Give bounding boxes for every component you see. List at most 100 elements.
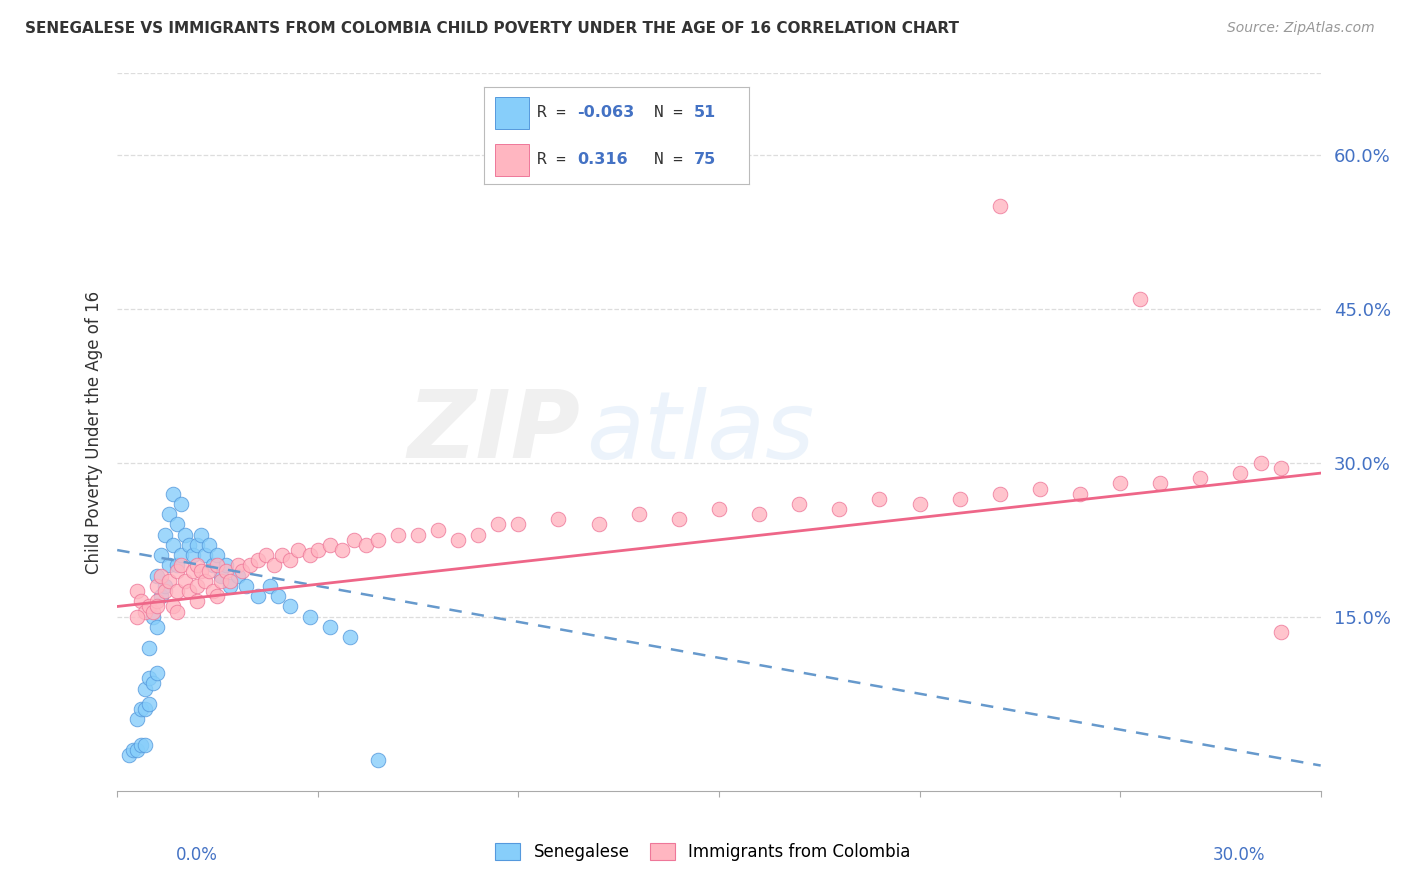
Point — [828, 502, 851, 516]
Point — [170, 497, 193, 511]
Point — [949, 491, 972, 506]
Point — [142, 609, 165, 624]
Point — [162, 486, 184, 500]
Point — [1270, 625, 1292, 640]
Point — [406, 527, 429, 541]
Point — [486, 517, 509, 532]
Point — [179, 538, 201, 552]
Point — [231, 564, 253, 578]
Point — [194, 574, 217, 588]
Point — [157, 574, 180, 588]
Point — [1270, 461, 1292, 475]
Point — [1129, 292, 1152, 306]
Point — [138, 697, 160, 711]
Point — [138, 671, 160, 685]
Point — [254, 548, 277, 562]
Text: 30.0%: 30.0% — [1213, 846, 1265, 863]
Point — [134, 605, 156, 619]
Point — [146, 620, 169, 634]
Point — [1149, 476, 1171, 491]
Point — [170, 548, 193, 562]
Point — [214, 564, 236, 578]
Point — [211, 574, 233, 588]
Point — [129, 738, 152, 752]
Point — [155, 584, 177, 599]
Point — [508, 517, 530, 532]
Point — [129, 594, 152, 608]
Point — [319, 620, 342, 634]
Point — [266, 589, 288, 603]
Point — [988, 486, 1011, 500]
Point — [198, 538, 221, 552]
Point — [146, 594, 169, 608]
Text: atlas: atlas — [586, 386, 815, 477]
Point — [908, 497, 931, 511]
Text: ZIP: ZIP — [408, 386, 581, 478]
Point — [207, 548, 229, 562]
Point — [134, 702, 156, 716]
Point — [166, 564, 188, 578]
Point — [194, 548, 217, 562]
Point — [218, 579, 240, 593]
Point — [214, 558, 236, 573]
Point — [138, 640, 160, 655]
Point — [186, 579, 208, 593]
Text: 0.0%: 0.0% — [176, 846, 218, 863]
Point — [707, 502, 730, 516]
Point — [202, 584, 225, 599]
Point — [367, 753, 389, 767]
Point — [138, 599, 160, 614]
Point — [547, 512, 569, 526]
Point — [467, 527, 489, 541]
Point — [150, 589, 173, 603]
Point — [134, 738, 156, 752]
Point — [150, 568, 173, 582]
Point — [278, 553, 301, 567]
Point — [190, 527, 212, 541]
Point — [202, 558, 225, 573]
Point — [166, 517, 188, 532]
Point — [186, 594, 208, 608]
Point — [218, 574, 240, 588]
Point — [198, 564, 221, 578]
Point — [170, 558, 193, 573]
Point — [129, 702, 152, 716]
Point — [278, 599, 301, 614]
Point — [142, 605, 165, 619]
Point — [166, 605, 188, 619]
Point — [246, 589, 269, 603]
Point — [155, 579, 177, 593]
Point — [134, 681, 156, 696]
Point — [127, 712, 149, 726]
Point — [354, 538, 377, 552]
Point — [287, 543, 309, 558]
Point — [668, 512, 690, 526]
Point — [118, 748, 141, 763]
Point — [207, 558, 229, 573]
Point — [588, 517, 610, 532]
Text: Source: ZipAtlas.com: Source: ZipAtlas.com — [1227, 21, 1375, 36]
Point — [162, 599, 184, 614]
Point — [150, 548, 173, 562]
Point — [146, 568, 169, 582]
Point — [367, 533, 389, 547]
Point — [307, 543, 329, 558]
Point — [748, 507, 770, 521]
Point — [183, 564, 205, 578]
Point — [447, 533, 470, 547]
Point — [343, 533, 366, 547]
Point — [174, 574, 197, 588]
Point — [166, 558, 188, 573]
Point — [190, 564, 212, 578]
Point — [787, 497, 810, 511]
Point — [239, 558, 262, 573]
Point — [186, 558, 208, 573]
Point — [235, 579, 257, 593]
Point — [988, 199, 1011, 213]
Point — [339, 630, 361, 644]
Point — [157, 507, 180, 521]
Legend: Senegalese, Immigrants from Colombia: Senegalese, Immigrants from Colombia — [489, 836, 917, 868]
Point — [298, 609, 321, 624]
Point — [226, 558, 249, 573]
Point — [270, 548, 292, 562]
